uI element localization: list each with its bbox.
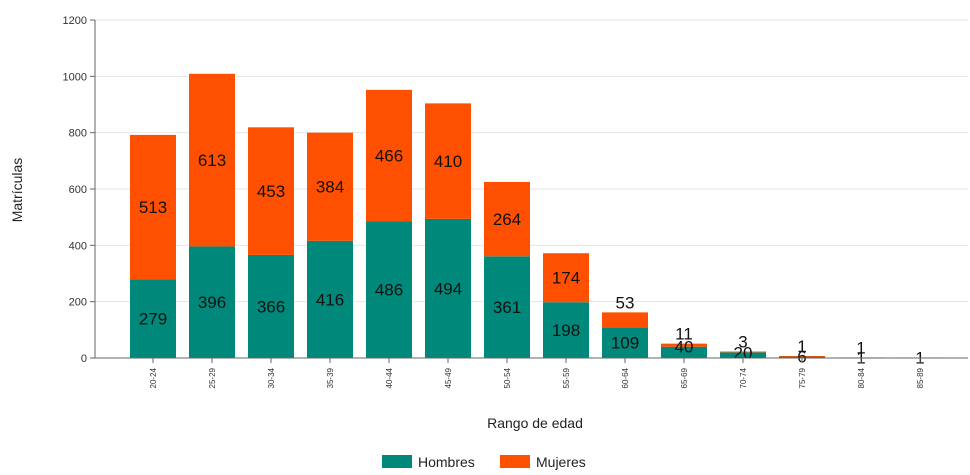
- data-label-hombres: 416: [316, 290, 344, 309]
- data-label-mujeres: 264: [493, 210, 521, 229]
- data-label-hombres: 396: [198, 293, 226, 312]
- gridlines: [95, 19, 968, 303]
- bar-mujeres-50-54: [484, 181, 530, 257]
- data-label-hombres: 486: [375, 281, 403, 300]
- bars: [130, 73, 943, 359]
- legend-label-mujeres: Mujeres: [536, 454, 586, 470]
- bar-hombres-55-59: [543, 302, 589, 358]
- legend: Hombres Mujeres: [382, 454, 586, 470]
- data-label-hombres: 40: [675, 338, 694, 357]
- x-axis-title: Rango de edad: [487, 415, 583, 431]
- data-label-hombres: 361: [493, 298, 521, 317]
- data-label-mujeres: 174: [552, 269, 580, 288]
- x-tick-label: 80-84: [857, 367, 866, 388]
- x-tick-label: 20-24: [149, 367, 158, 388]
- y-tick-label: 400: [69, 240, 87, 252]
- y-tick-label: 600: [69, 184, 87, 196]
- bar-hombres-35-39: [307, 240, 353, 358]
- bar-mujeres-60-64: [602, 312, 648, 328]
- data-label-mujeres: 3: [738, 333, 747, 352]
- x-tick-label: 50-54: [503, 367, 512, 388]
- y-tick-label: 1200: [63, 15, 87, 27]
- y-tick-label: 1000: [63, 71, 87, 83]
- bar-hombres-60-64: [602, 327, 648, 358]
- bar-mujeres-55-59: [543, 253, 589, 303]
- bar-hombres-20-24: [130, 279, 176, 358]
- bar-hombres-45-49: [425, 218, 471, 358]
- data-label-mujeres: 453: [257, 182, 285, 201]
- bar-hombres-30-34: [248, 254, 294, 358]
- x-tick-label: 60-64: [621, 367, 630, 388]
- y-tick-label: 800: [69, 128, 87, 140]
- data-label-mujeres: 11: [675, 325, 693, 344]
- bar-hombres-65-69: [661, 346, 707, 358]
- data-label-hombres: 109: [611, 334, 639, 353]
- bar-hombres-50-54: [484, 256, 530, 358]
- data-label-hombres: 366: [257, 297, 285, 316]
- data-label-mujeres: 53: [616, 293, 635, 312]
- bar-mujeres-20-24: [130, 134, 176, 280]
- legend-swatch-hombres: [382, 455, 412, 468]
- bar-mujeres-75-79: [779, 356, 825, 357]
- axes: 0 200 400 600 800 1000 1200 20-24 25-29 30-34 35-3…: [63, 15, 968, 388]
- data-label-hombres: 494: [434, 279, 462, 298]
- data-label-mujeres: 1: [797, 337, 806, 356]
- legend-swatch-mujeres: [500, 455, 530, 468]
- data-label-mujeres: 466: [375, 146, 403, 165]
- data-label-mujeres: 384: [316, 178, 344, 197]
- data-label-mujeres: 513: [139, 198, 167, 217]
- bar-mujeres-65-69: [661, 343, 707, 347]
- bar-hombres-40-44: [366, 221, 412, 358]
- bar-mujeres-35-39: [307, 132, 353, 241]
- x-tick-label: 70-74: [739, 367, 748, 388]
- data-label-hombres: 279: [139, 310, 167, 329]
- data-label-mujeres: 613: [198, 151, 226, 170]
- legend-label-hombres: Hombres: [418, 454, 475, 470]
- x-tick-label: 30-34: [267, 367, 276, 388]
- bar-hombres-70-74: [720, 352, 766, 358]
- bar-hombres-75-79: [779, 356, 825, 358]
- bar-mujeres-25-29: [189, 73, 235, 247]
- y-tick-label: 200: [69, 297, 87, 309]
- x-tick-label: 65-69: [680, 367, 689, 388]
- x-tick-label: 55-59: [562, 367, 571, 388]
- x-tick-label: 25-29: [208, 367, 217, 388]
- data-label-hombres: 198: [552, 321, 580, 340]
- x-tick-label: 40-44: [385, 367, 394, 388]
- bar-mujeres-40-44: [366, 89, 412, 222]
- bar-mujeres-30-34: [248, 127, 294, 255]
- data-label-hombres: 6: [797, 347, 806, 366]
- x-tick-label: 75-79: [798, 367, 807, 388]
- x-tick-label: 45-49: [444, 367, 453, 388]
- x-tick-label: 85-89: [916, 367, 925, 388]
- bar-mujeres-70-74: [720, 351, 766, 353]
- data-label-mujeres: 410: [434, 152, 462, 171]
- data-label-mujeres: 1: [856, 338, 865, 357]
- y-axis-title: Matrículas: [9, 158, 25, 223]
- y-tick-label: 0: [81, 353, 87, 365]
- x-tick-label: 35-39: [326, 367, 335, 388]
- bar-hombres-25-29: [189, 246, 235, 358]
- bar-mujeres-45-49: [425, 103, 471, 219]
